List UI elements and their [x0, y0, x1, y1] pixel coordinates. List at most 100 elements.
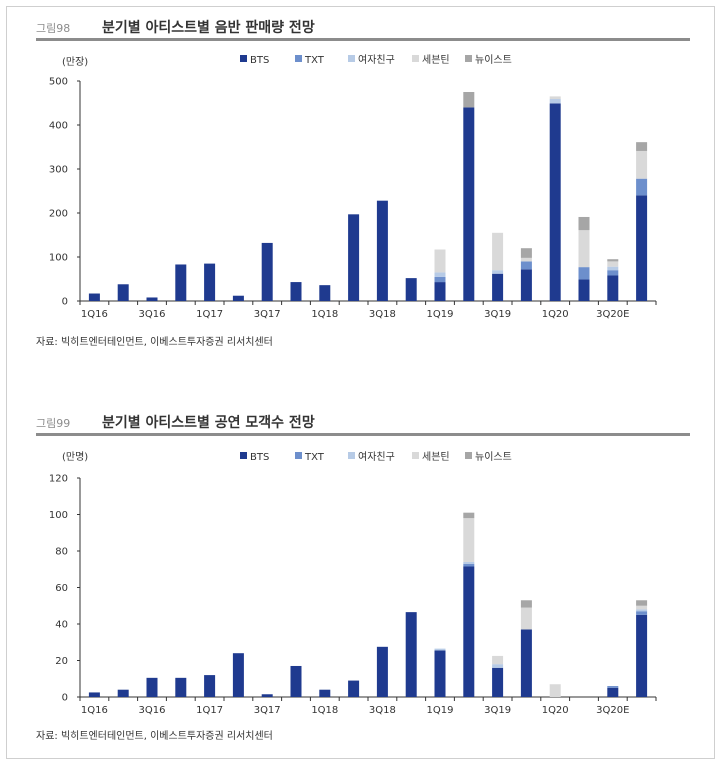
bar-segment: [492, 232, 504, 271]
bar-segment: [88, 692, 100, 697]
bar-segment: [463, 566, 475, 697]
bar-segment: [520, 248, 532, 258]
bar-segment: [463, 92, 475, 108]
bar-segment: [636, 605, 648, 610]
legend-swatch: [240, 55, 247, 62]
bar-segment: [463, 512, 475, 519]
bar-segment: [636, 611, 648, 615]
source-note: 자료: 빅히트엔터테인먼트, 이베스트투자증권 리서치센터: [36, 731, 273, 742]
bar-segment: [578, 216, 590, 231]
legend-swatch: [348, 452, 355, 459]
legend-item: 뉴이스트: [465, 451, 512, 463]
x-tick-label: 3Q18: [369, 705, 396, 716]
bar-segment: [463, 563, 475, 567]
bar-segment: [636, 195, 648, 301]
bar-segment: [520, 261, 532, 270]
figure-label: 그림99: [36, 417, 71, 430]
bar-segment: [492, 664, 504, 668]
y-unit-label: (만장): [62, 56, 88, 68]
bar-segment: [636, 142, 648, 151]
bar-segment: [578, 230, 590, 268]
legend-swatch: [240, 452, 247, 459]
bar-segment: [319, 689, 331, 697]
bar-segment: [175, 264, 187, 301]
legend-label: 뉴이스트: [475, 451, 512, 463]
legend-label: 여자친구: [358, 451, 395, 463]
legend-label: TXT: [304, 55, 325, 66]
legend-item: 세븐틴: [412, 54, 450, 66]
y-tick-label: 100: [49, 253, 68, 264]
bar-segment: [261, 242, 273, 301]
y-unit-label: (만명): [62, 451, 88, 463]
concert-attendance-chart: (만명) BTS TXT 여자친구 세븐틴 뉴이스트 0 20 40 60 80 100 120 1Q16…: [49, 451, 657, 716]
bar-segment: [607, 687, 619, 697]
bar-segment: [492, 270, 504, 274]
legend-item: 여자친구: [348, 54, 395, 66]
bar-segment: [578, 279, 590, 301]
figure-title: 분기별 아티스트별 음반 판매량 전망: [102, 20, 315, 36]
legend-item: TXT: [295, 452, 325, 463]
bar-segment: [492, 667, 504, 697]
legend-label: 여자친구: [358, 54, 395, 66]
bar-segment: [607, 261, 619, 267]
bar-segment: [520, 629, 532, 697]
y-tick-label: 300: [49, 165, 68, 176]
bar-segment: [463, 561, 475, 564]
bar-segment: [117, 689, 129, 697]
y-tick-label: 80: [55, 547, 68, 558]
legend-item: BTS: [240, 452, 269, 463]
bar-segment: [348, 680, 360, 697]
x-tick-label: 3Q17: [254, 309, 281, 320]
legend-swatch: [348, 55, 355, 62]
x-tick-label: 1Q19: [427, 705, 454, 716]
bar-segment: [204, 675, 216, 697]
bar-segment: [204, 263, 216, 301]
legend-label: BTS: [250, 452, 269, 463]
legend-label: 세븐틴: [422, 54, 450, 66]
bar-segment: [405, 612, 417, 697]
bar-segment: [549, 103, 561, 301]
figure-header: 그림99 분기별 아티스트별 공연 모객수 전망: [36, 411, 690, 436]
x-tick-label: 1Q18: [311, 309, 338, 320]
bar-segment: [636, 609, 648, 612]
bar-segment: [520, 600, 532, 608]
bar-segment: [175, 677, 187, 697]
legend-item: 여자친구: [348, 451, 395, 463]
bar-segment: [636, 178, 648, 196]
figure-header: 그림98 분기별 아티스트별 음반 판매량 전망: [36, 16, 690, 41]
x-tick-label: 3Q20E: [596, 705, 629, 716]
legend-swatch: [295, 55, 302, 62]
y-tick-label: 0: [62, 693, 68, 704]
bar-segment: [434, 272, 446, 277]
y-tick-label: 20: [55, 656, 68, 667]
legend-swatch: [465, 55, 472, 62]
bar-segment: [405, 278, 417, 301]
x-tick-label: 1Q17: [196, 705, 223, 716]
bar-segment: [463, 107, 475, 302]
bar-segment: [319, 285, 331, 301]
x-tick-label: 3Q19: [484, 705, 511, 716]
bar-segment: [146, 297, 158, 301]
legend-label: 뉴이스트: [475, 54, 512, 66]
x-tick-label: 3Q16: [139, 309, 166, 320]
x-tick-label: 3Q20E: [596, 309, 629, 320]
bar-segment: [290, 282, 302, 301]
y-tick-label: 500: [49, 77, 68, 88]
x-tick-label: 3Q18: [369, 309, 396, 320]
bar-segment: [434, 648, 446, 651]
bar-segment: [117, 284, 129, 301]
legend-swatch: [412, 55, 419, 62]
bar-segment: [88, 293, 100, 301]
bar-segment: [549, 99, 561, 104]
bar-segment: [636, 150, 648, 179]
legend-swatch: [295, 452, 302, 459]
legend-swatch: [465, 452, 472, 459]
bar-segment: [261, 694, 273, 697]
x-tick-label: 1Q20: [542, 705, 569, 716]
y-tick-label: 120: [49, 474, 68, 485]
bar-segment: [463, 518, 475, 562]
bar-segment: [520, 257, 532, 262]
bar-segment: [520, 607, 532, 630]
bar-segment: [376, 646, 388, 697]
legend-item: TXT: [295, 55, 325, 66]
